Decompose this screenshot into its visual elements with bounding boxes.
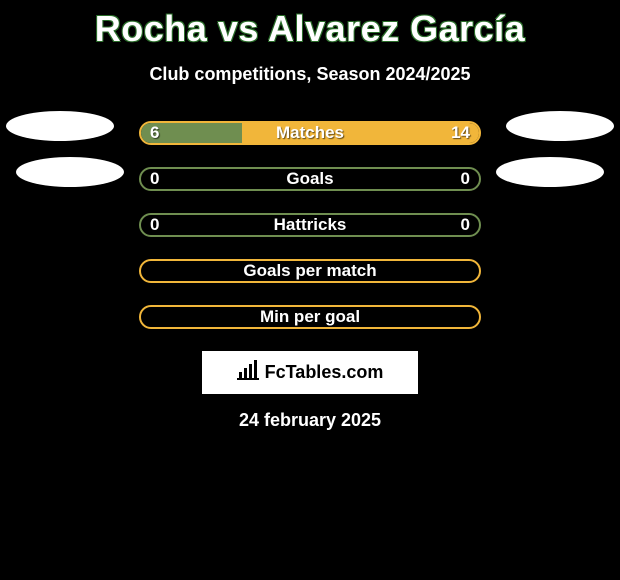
stat-row: Goals per match — [0, 259, 620, 287]
bar-fill-right — [242, 123, 479, 143]
comparison-arena: Matches614Goals00Hattricks00Goals per ma… — [0, 121, 620, 333]
bar-track — [139, 305, 481, 329]
player-oval-left — [6, 111, 114, 141]
logo: FcTables.com — [237, 360, 384, 385]
player-oval-right — [496, 157, 604, 187]
stat-row: Min per goal — [0, 305, 620, 333]
player-oval-left — [16, 157, 124, 187]
logo-text: FcTables.com — [265, 362, 384, 383]
page-title: Rocha vs Alvarez García — [0, 0, 620, 50]
bar-track — [139, 121, 481, 145]
logo-card: FcTables.com — [202, 351, 418, 394]
bar-track — [139, 213, 481, 237]
player-oval-right — [506, 111, 614, 141]
stat-row: Hattricks00 — [0, 213, 620, 241]
chart-icon — [237, 360, 261, 385]
subtitle: Club competitions, Season 2024/2025 — [0, 64, 620, 85]
bar-track — [139, 167, 481, 191]
bar-track — [139, 259, 481, 283]
date-caption: 24 february 2025 — [0, 410, 620, 431]
bar-fill-left — [141, 123, 242, 143]
